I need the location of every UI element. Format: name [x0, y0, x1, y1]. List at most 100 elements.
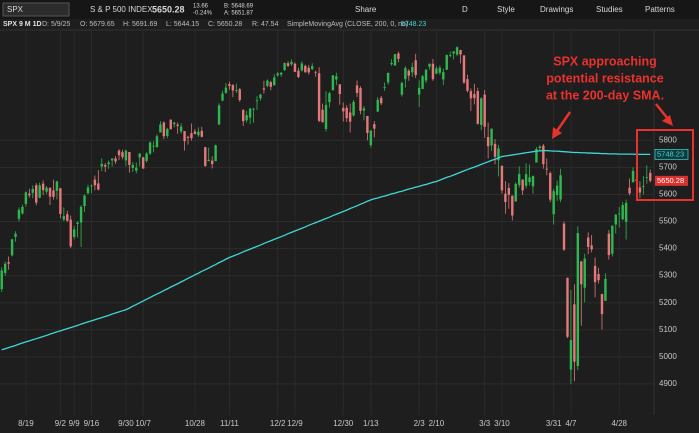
- candle-body: [41, 183, 45, 191]
- candle-body: [183, 131, 186, 142]
- candle-body: [173, 122, 176, 125]
- candle-body: [359, 88, 362, 111]
- candle-body: [321, 109, 324, 123]
- style-button[interactable]: Style: [497, 5, 515, 14]
- symbol[interactable]: SPX: [7, 5, 24, 14]
- candle-body: [186, 136, 190, 138]
- candle-body: [100, 163, 103, 167]
- drawings-button[interactable]: Drawings: [540, 5, 573, 14]
- candle-body: [469, 91, 473, 99]
- period-button[interactable]: D: [462, 5, 468, 14]
- candle-body: [338, 84, 342, 95]
- candle-body: [345, 107, 348, 119]
- candle-body: [511, 195, 514, 216]
- candle-body: [310, 66, 314, 70]
- studies-button[interactable]: Studies: [596, 5, 623, 14]
- share-button[interactable]: Share: [355, 5, 377, 14]
- candle-body: [500, 165, 504, 191]
- y-tick-label: 4900: [659, 379, 677, 388]
- candle-body: [590, 245, 593, 250]
- price-tag-label: 5650.28: [657, 176, 684, 185]
- candle-body: [317, 73, 321, 121]
- symbol-box[interactable]: [2, 2, 70, 17]
- candle-body: [62, 216, 66, 220]
- candle-body: [297, 70, 300, 78]
- candle-body: [304, 65, 307, 73]
- candle-body: [624, 202, 628, 222]
- candle-body: [93, 179, 97, 186]
- candle-body: [628, 187, 631, 194]
- candle-body: [17, 209, 21, 219]
- patterns-button[interactable]: Patterns: [645, 5, 675, 14]
- info-open: O: 5679.65: [80, 21, 115, 28]
- x-tick-label: 12/2: [270, 419, 286, 428]
- candle-body: [497, 148, 500, 161]
- candle-body: [445, 55, 448, 70]
- candle-body: [324, 104, 328, 129]
- candle-body: [580, 261, 583, 285]
- candle-body: [552, 191, 555, 215]
- candle-body: [562, 223, 566, 250]
- candle-body: [342, 107, 345, 112]
- candle-body: [276, 73, 279, 76]
- candle-body: [300, 63, 304, 71]
- candle-body: [504, 193, 507, 203]
- candle-body: [466, 79, 469, 91]
- candle-body: [531, 176, 535, 187]
- candle-body: [538, 146, 542, 149]
- candle-body: [535, 148, 538, 163]
- candle-body: [159, 124, 162, 133]
- study-value: 5748.23: [401, 21, 426, 28]
- price-tag: [655, 175, 688, 186]
- annotation: potential resistance: [546, 71, 663, 85]
- y-tick-label: 5700: [659, 162, 677, 171]
- x-tick-label: 11/11: [220, 419, 239, 428]
- candle-body: [228, 84, 231, 86]
- candle-body: [452, 51, 455, 54]
- candle-body: [190, 133, 193, 139]
- candle-body: [348, 112, 352, 122]
- y-tick-label: 5200: [659, 298, 677, 307]
- candle-body: [286, 63, 290, 66]
- candle-body: [642, 186, 645, 187]
- x-tick-label: 9/9: [69, 419, 81, 428]
- candle-body: [221, 93, 224, 101]
- candle-body: [155, 136, 159, 148]
- candle-body: [507, 187, 511, 195]
- candle-body: [355, 85, 359, 93]
- candle-body: [307, 67, 310, 73]
- candle-body: [45, 187, 48, 192]
- candle-body: [283, 62, 286, 70]
- candle-body: [524, 174, 528, 186]
- candle-body: [414, 60, 417, 76]
- x-tick-label: 10/7: [135, 419, 151, 428]
- x-tick-label: 12/30: [333, 419, 354, 428]
- x-tick-label: 12/9: [287, 419, 303, 428]
- info-range: R: 47.54: [252, 21, 279, 28]
- candle-body: [314, 71, 317, 73]
- candle-body: [79, 206, 83, 223]
- candle-body: [148, 142, 152, 154]
- candle-body: [55, 181, 59, 191]
- candle-body: [162, 122, 166, 137]
- y-tick-label: 5500: [659, 217, 677, 226]
- candle-body: [455, 47, 459, 55]
- candle-body: [7, 262, 10, 264]
- candle-body: [224, 87, 228, 93]
- y-tick-label: 5000: [659, 352, 677, 361]
- candle-body: [331, 75, 335, 91]
- candle-body: [114, 158, 117, 162]
- candle-body: [618, 213, 621, 215]
- candle-body: [121, 152, 124, 158]
- candle-body: [231, 85, 235, 91]
- candle-body: [545, 168, 548, 170]
- candle-body: [235, 90, 238, 92]
- candle-body: [362, 108, 366, 111]
- y-tick-label: 5300: [659, 271, 677, 280]
- annotation: at the 200-day SMA.: [546, 88, 664, 102]
- sma-tag-label: 5748.23: [657, 149, 684, 158]
- plot: 4900 5000 5100 5200 5300 5400 5500 5600 5700 5800…: [0, 31, 677, 428]
- candle-body: [528, 177, 531, 183]
- candle-body: [14, 233, 17, 237]
- candle-body: [459, 49, 462, 55]
